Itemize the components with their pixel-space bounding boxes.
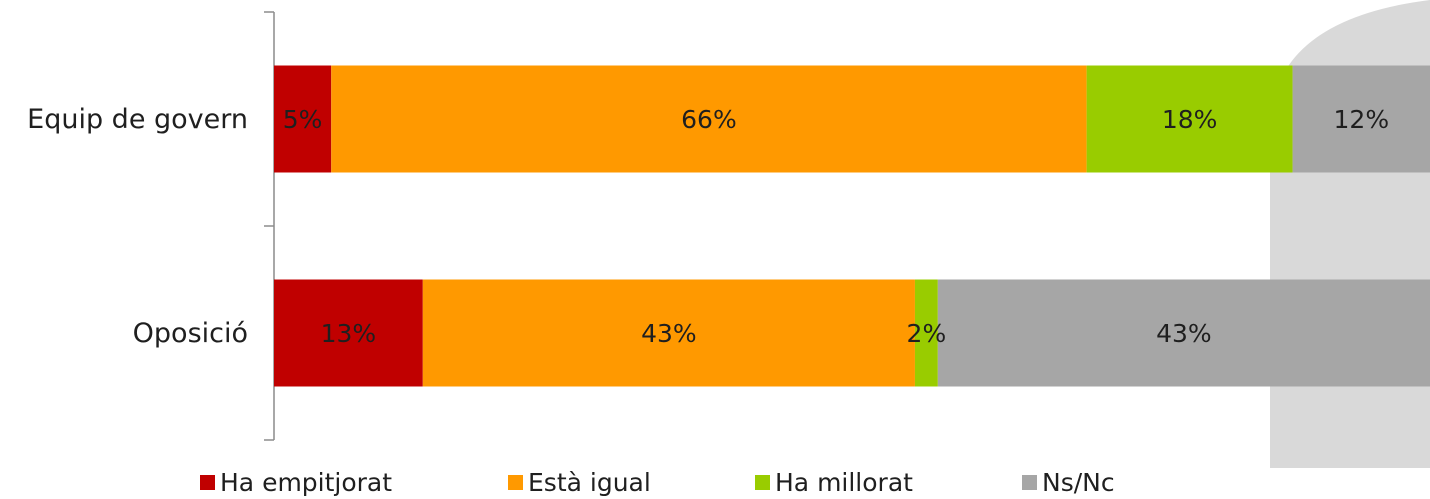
bar-segment-equip-de-govern-ns-nc bbox=[1292, 65, 1430, 173]
bar-segment-equip-de-govern-ha-empitjorat bbox=[274, 65, 332, 173]
legend-swatch-ns-nc bbox=[1022, 475, 1037, 490]
data-label-equip-de-govern-ha-millorat: 18% bbox=[1162, 105, 1218, 134]
data-label-equip-de-govern-ha-empitjorat: 5% bbox=[283, 105, 323, 134]
bar-segment-oposicio-esta-igual bbox=[422, 279, 915, 387]
legend-item-esta-igual: Està igual bbox=[508, 468, 651, 497]
legend-label-ha-empitjorat: Ha empitjorat bbox=[220, 468, 393, 497]
legend-item-ha-empitjorat: Ha empitjorat bbox=[200, 468, 392, 497]
data-label-oposicio-ha-empitjorat: 13% bbox=[321, 319, 377, 348]
bar-segment-oposicio-ha-millorat bbox=[914, 279, 938, 387]
legend-swatch-ha-millorat bbox=[755, 475, 770, 490]
legend-swatch-esta-igual bbox=[508, 475, 523, 490]
data-label-oposicio-esta-igual: 43% bbox=[641, 319, 697, 348]
bar-segment-equip-de-govern-ha-millorat bbox=[1086, 65, 1293, 173]
legend: Ha empitjorat Està igual Ha millorat Ns/Nc bbox=[0, 468, 1430, 499]
legend-label-esta-igual: Està igual bbox=[528, 468, 651, 497]
stacked-bar-chart: 5% 66% 18% 12% 13% 43% 2% 43% Equip de govern Op… bbox=[27, 0, 1430, 468]
data-label-oposicio-ns-nc: 43% bbox=[1156, 319, 1212, 348]
category-label-equip-de-govern: Equip de govern bbox=[27, 104, 248, 135]
data-label-equip-de-govern-esta-igual: 66% bbox=[681, 105, 737, 134]
data-label-oposicio-ha-millorat: 2% bbox=[907, 319, 947, 348]
legend-item-ha-millorat: Ha millorat bbox=[755, 468, 913, 497]
bar-segment-equip-de-govern-esta-igual bbox=[331, 65, 1087, 173]
legend-item-ns-nc: Ns/Nc bbox=[1022, 468, 1115, 497]
bar-segment-oposicio-ns-nc bbox=[937, 279, 1430, 387]
legend-label-ha-millorat: Ha millorat bbox=[775, 468, 913, 497]
legend-swatch-ha-empitjorat bbox=[200, 475, 215, 490]
data-label-equip-de-govern-ns-nc: 12% bbox=[1334, 105, 1390, 134]
bar-segment-oposicio-ha-empitjorat bbox=[274, 279, 423, 387]
legend-label-ns-nc: Ns/Nc bbox=[1042, 468, 1115, 497]
category-label-oposicio: Oposició bbox=[133, 318, 248, 349]
